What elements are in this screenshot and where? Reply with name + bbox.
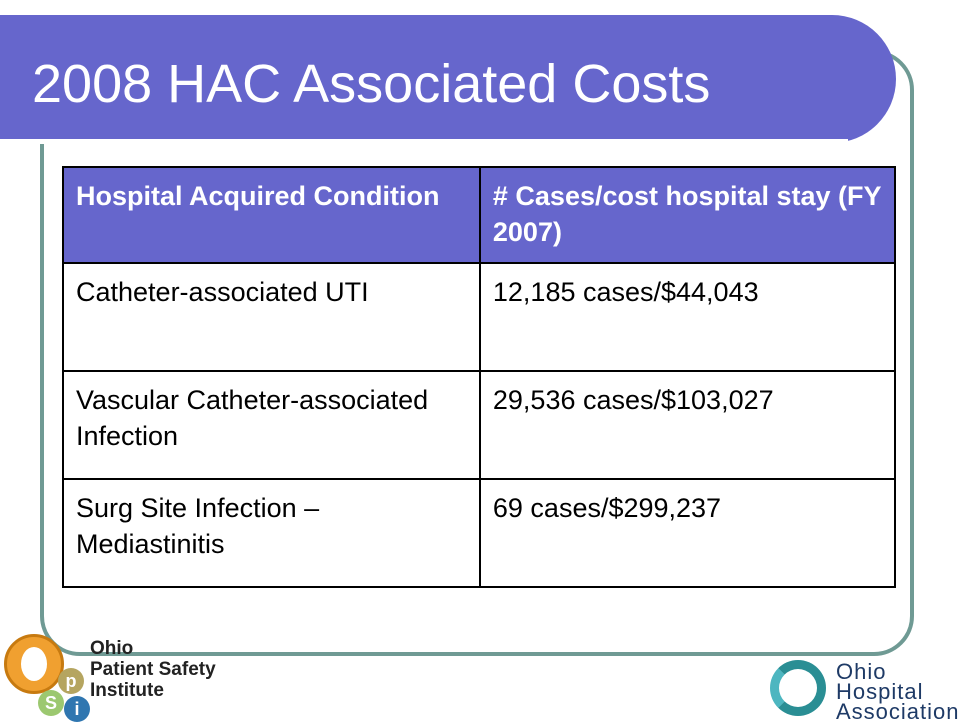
opsi-line-3: Institute bbox=[90, 680, 164, 701]
opsi-logo-text: Ohio Patient Safety Institute bbox=[90, 638, 216, 701]
table-row: Catheter-associated UTI 12,185 cases/$44… bbox=[62, 262, 897, 372]
oha-line-3: Association bbox=[836, 699, 960, 724]
oha-ring-icon bbox=[770, 660, 826, 716]
cell-cases-cost: 12,185 cases/$44,043 bbox=[478, 262, 897, 372]
cell-condition: Catheter-associated UTI bbox=[62, 262, 481, 372]
ohio-hospital-association-logo: Ohio Hospital Association bbox=[766, 656, 960, 724]
cell-cases-cost: 69 cases/$299,237 bbox=[478, 478, 897, 588]
slide-title: 2008 HAC Associated Costs bbox=[32, 54, 711, 114]
opsi-p-letter: p bbox=[58, 668, 84, 694]
header-condition: Hospital Acquired Condition bbox=[62, 166, 481, 264]
ohio-patient-safety-institute-logo: p S i Ohio Patient Safety Institute bbox=[4, 634, 264, 722]
opsi-line-2: Patient Safety bbox=[90, 659, 216, 680]
oha-line-1: Ohio bbox=[836, 659, 887, 684]
cell-condition: Surg Site Infection – Mediastinitis bbox=[62, 478, 481, 588]
oha-logo-text: Ohio Hospital Association bbox=[836, 659, 960, 724]
cell-condition: Vascular Catheter-associated Infection bbox=[62, 370, 481, 480]
oha-line-2: Hospital bbox=[836, 679, 924, 704]
opsi-o-letter bbox=[4, 634, 64, 694]
opsi-i-letter: i bbox=[64, 696, 90, 722]
title-bar: 2008 HAC Associated Costs bbox=[0, 15, 896, 144]
opsi-line-1: Ohio bbox=[90, 638, 134, 659]
title-underline bbox=[0, 139, 848, 144]
hac-cost-table: Hospital Acquired Condition # Cases/cost… bbox=[62, 166, 897, 588]
opsi-s-letter: S bbox=[38, 690, 64, 716]
table-header-row: Hospital Acquired Condition # Cases/cost… bbox=[62, 166, 897, 264]
header-cases-cost: # Cases/cost hospital stay (FY 2007) bbox=[478, 166, 897, 264]
table-row: Surg Site Infection – Mediastinitis 69 c… bbox=[62, 478, 897, 588]
table-row: Vascular Catheter-associated Infection 2… bbox=[62, 370, 897, 480]
cell-cases-cost: 29,536 cases/$103,027 bbox=[478, 370, 897, 480]
